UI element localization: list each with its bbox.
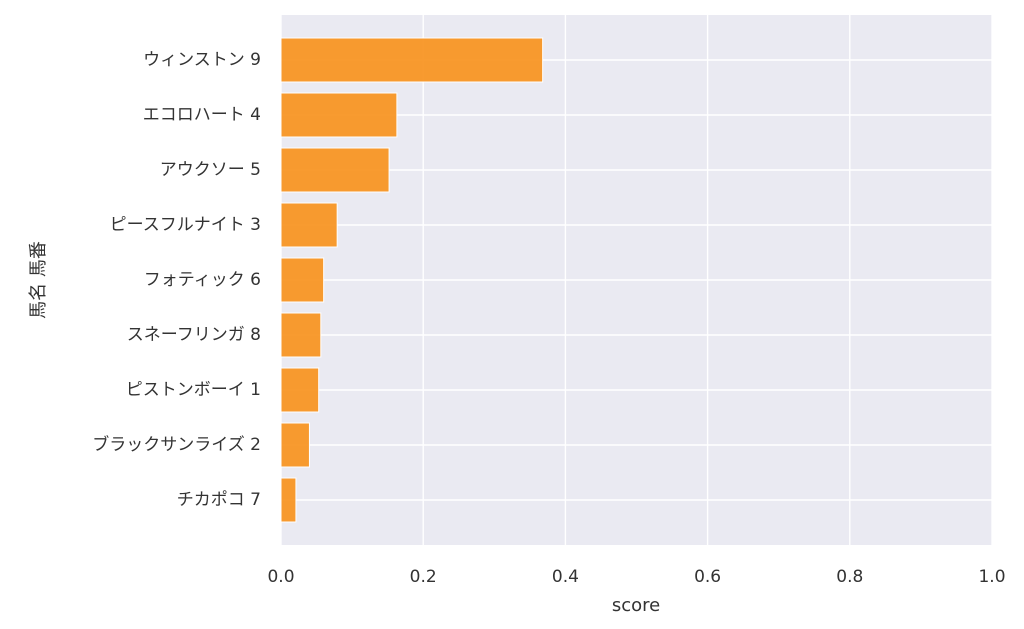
category-label: チカポコ 7 — [177, 490, 261, 510]
x-tick-labels: 0.0 0.2 0.4 0.6 0.8 1.0 — [267, 567, 1005, 587]
bars — [280, 37, 544, 523]
x-tick-label: 0.2 — [410, 567, 437, 587]
category-label: フォティック 6 — [144, 270, 261, 290]
category-label: ピストンボーイ 1 — [126, 380, 261, 400]
category-label: エコロハート 4 — [143, 105, 261, 125]
category-label: ピースフルナイト 3 — [110, 215, 261, 235]
bar — [280, 312, 322, 358]
category-label: ブラックサンライズ 2 — [92, 434, 261, 455]
bar — [280, 422, 310, 468]
x-tick-label: 0.6 — [694, 567, 721, 587]
category-labels: ウィンストン 9 エコロハート 4 アウクソー 5 ピースフルナイト 3 フォティック … — [92, 50, 261, 510]
y-axis-title: 馬名 馬番 — [28, 241, 49, 319]
bar — [280, 37, 544, 83]
grid-lines — [280, 15, 993, 545]
x-axis-title: score — [612, 595, 660, 616]
category-label: アウクソー 5 — [160, 160, 261, 180]
bar — [280, 477, 297, 523]
bar — [280, 257, 325, 303]
x-tick-label: 0.0 — [267, 567, 294, 587]
x-tick-label: 1.0 — [978, 567, 1005, 587]
category-label: ウィンストン 9 — [143, 50, 261, 70]
bar — [280, 92, 398, 138]
category-label: スネーフリンガ 8 — [127, 325, 261, 345]
bar — [280, 202, 338, 248]
bar — [280, 147, 390, 193]
x-tick-label: 0.4 — [552, 567, 579, 587]
bar — [280, 367, 320, 413]
x-tick-label: 0.8 — [836, 567, 863, 587]
